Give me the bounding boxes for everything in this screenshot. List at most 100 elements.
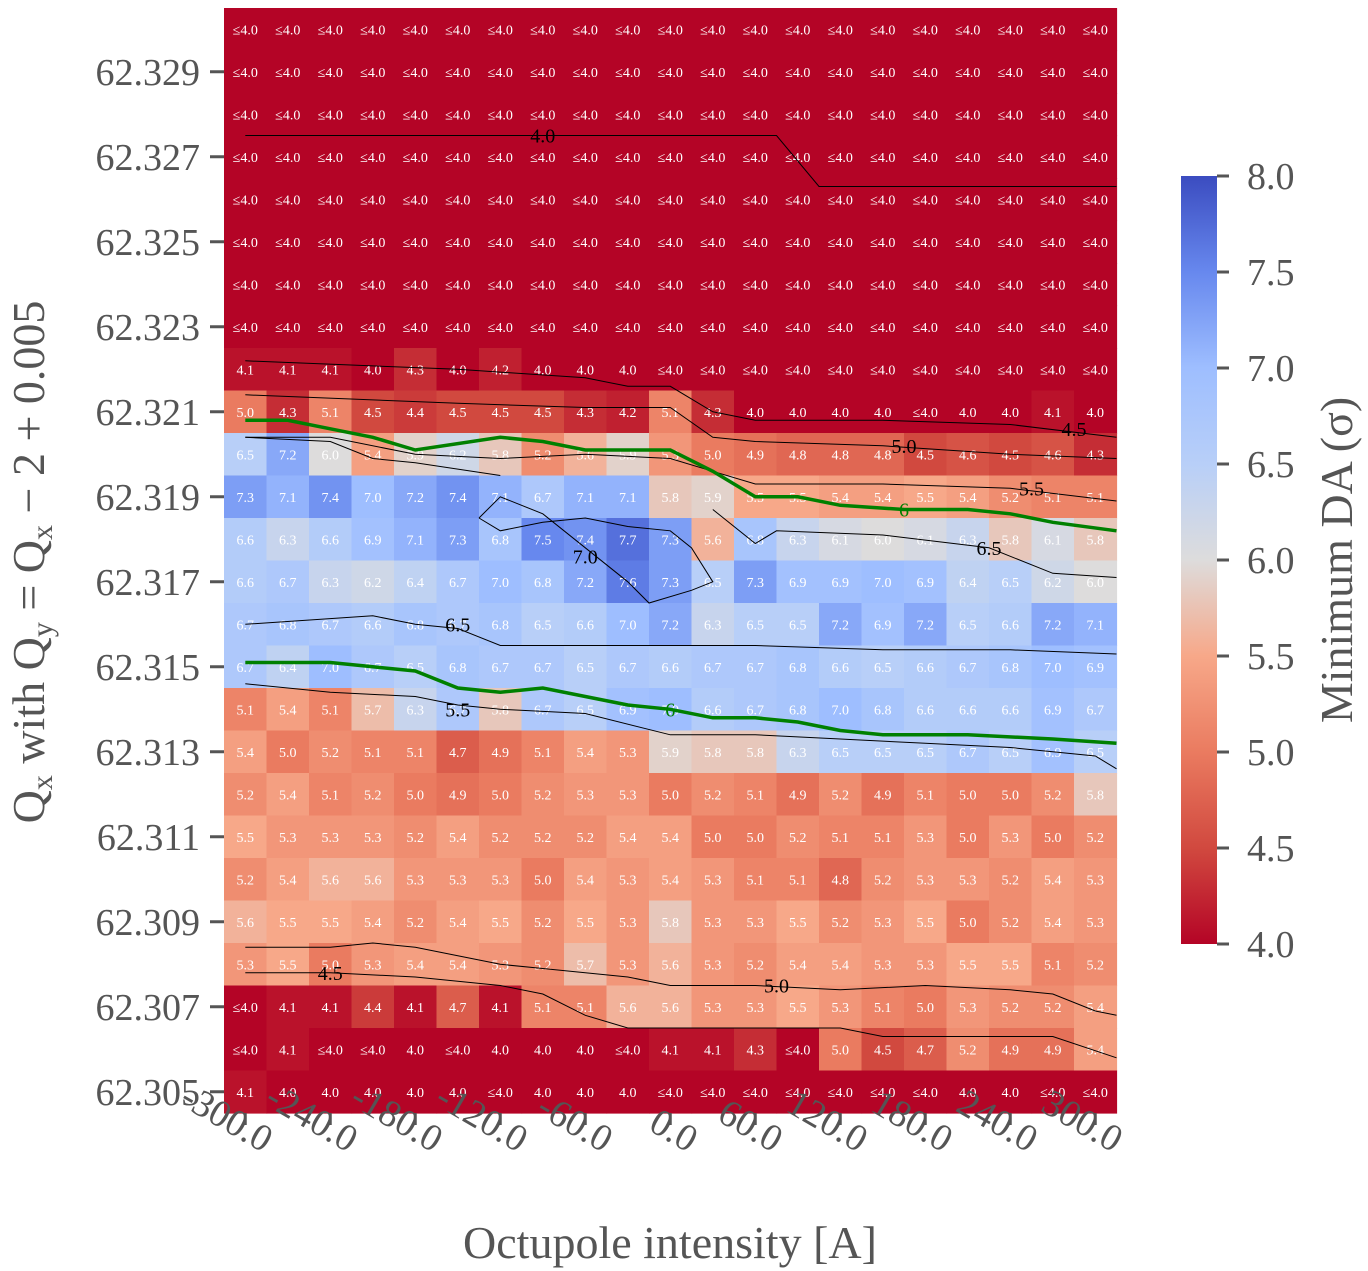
heatmap-cell-label: 6.9 [874, 618, 892, 633]
colorbar-tick-label: 4.5 [1247, 828, 1295, 870]
heatmap-cell-label: 4.0 [577, 363, 595, 378]
heatmap-cell [564, 475, 608, 519]
heatmap-cell [521, 390, 565, 434]
heatmap-cell [309, 50, 353, 94]
heatmap-cell [224, 8, 268, 52]
heatmap-cell [224, 1070, 268, 1114]
heatmap-cell [521, 560, 565, 604]
heatmap-cell-label: 5.5 [1002, 958, 1020, 973]
heatmap-cell-label: 7.1 [407, 533, 425, 548]
heatmap-cell [861, 1070, 905, 1114]
heatmap-cell-label: ≤4.0 [445, 193, 470, 208]
heatmap-cell-label: ≤4.0 [743, 193, 768, 208]
heatmap-cell [564, 518, 608, 562]
heatmap-cell-label: ≤4.0 [658, 23, 683, 38]
heatmap-cell-label: 7.0 [1044, 661, 1062, 676]
heatmap-cell-label: ≤4.0 [530, 23, 555, 38]
heatmap-cell-label: ≤4.0 [955, 363, 980, 378]
heatmap-cell-label: 4.0 [959, 406, 977, 421]
heatmap-cell-label: 5.4 [832, 958, 850, 973]
heatmap-cell-label: ≤4.0 [785, 1043, 810, 1058]
heatmap-cell [989, 93, 1033, 137]
heatmap-cell [564, 390, 608, 434]
heatmap-cell-label: 5.5 [789, 916, 807, 931]
heatmap-cell-label: ≤4.0 [233, 193, 258, 208]
heatmap-cell-label: ≤4.0 [913, 151, 938, 166]
heatmap-cell [564, 135, 608, 179]
heatmap-cell-label: 5.4 [279, 703, 297, 718]
heatmap-cell [224, 943, 268, 987]
heatmap-cell-label: ≤4.0 [1040, 236, 1065, 251]
heatmap-cell [861, 263, 905, 307]
heatmap-cell [946, 305, 990, 349]
heatmap-cell [691, 135, 735, 179]
heatmap-cell-label: ≤4.0 [828, 66, 853, 81]
heatmap-cell-label: 5.2 [237, 788, 255, 803]
heatmap-cell-label: 5.1 [874, 831, 892, 846]
heatmap-cell [394, 645, 438, 689]
heatmap-cell-label: 6.6 [322, 533, 340, 548]
heatmap-cell-label: 5.1 [322, 406, 340, 421]
heatmap-cell [1074, 985, 1118, 1029]
heatmap-cell [436, 305, 480, 349]
heatmap-cell [479, 348, 523, 392]
heatmap-cell-label: 5.2 [704, 788, 722, 803]
heatmap-cell [734, 178, 778, 222]
heatmap-cell [436, 390, 480, 434]
heatmap-cell [394, 815, 438, 859]
heatmap-cell-label: 5.5 [789, 1001, 807, 1016]
heatmap-cell-label: ≤4.0 [615, 108, 640, 123]
heatmap-cell [1074, 943, 1118, 987]
heatmap-cell [776, 390, 820, 434]
heatmap-cell-label: 6.8 [449, 661, 467, 676]
heatmap-cell-label: ≤4.0 [360, 278, 385, 293]
heatmap-cell [1074, 730, 1118, 774]
heatmap-cell-label: ≤4.0 [700, 1086, 725, 1101]
heatmap-cell-label: 5.1 [874, 1001, 892, 1016]
heatmap-cell [861, 645, 905, 689]
heatmap-cell [861, 518, 905, 562]
heatmap-cell [861, 985, 905, 1029]
heatmap-cell-label: 5.0 [959, 788, 977, 803]
heatmap-cell [351, 93, 395, 137]
contour-line [478, 496, 714, 604]
heatmap-cell-label: 6.9 [1087, 661, 1105, 676]
heatmap-cell [309, 943, 353, 987]
heatmap-cell-label: 5.8 [704, 746, 722, 761]
heatmap-cell [649, 135, 693, 179]
contour-line [245, 660, 1117, 746]
heatmap-cell [776, 943, 820, 987]
heatmap-cell [904, 433, 948, 477]
heatmap-cell-label: ≤4.0 [403, 321, 428, 336]
heatmap-cell-label: 7.3 [747, 576, 765, 591]
heatmap-cell [351, 943, 395, 987]
heatmap-cell [776, 135, 820, 179]
heatmap-cell-label: 6.5 [789, 618, 807, 633]
heatmap-cell [776, 645, 820, 689]
heatmap-cell-label: 4.5 [534, 406, 552, 421]
heatmap-cell [394, 475, 438, 519]
heatmap-cell [564, 50, 608, 94]
heatmap-cell [1074, 815, 1118, 859]
heatmap-cell-label: ≤4.0 [615, 278, 640, 293]
heatmap-cell [309, 135, 353, 179]
heatmap-cell-label: 5.2 [534, 788, 552, 803]
heatmap-cell-label: ≤4.0 [403, 151, 428, 166]
heatmap-cell [564, 560, 608, 604]
heatmap-cell-label: 5.2 [1002, 916, 1020, 931]
heatmap-cell-label: ≤4.0 [360, 321, 385, 336]
heatmap-cell-label: 5.0 [1044, 831, 1062, 846]
heatmap-cell-label: ≤4.0 [1040, 193, 1065, 208]
heatmap-cell-label: 4.0 [959, 1086, 977, 1101]
heatmap-cell [819, 135, 863, 179]
heatmap-cell-label: ≤4.0 [955, 278, 980, 293]
heatmap-cell-label: 7.4 [449, 491, 467, 506]
heatmap-cell [1031, 815, 1075, 859]
heatmap-cell-label: 6.3 [279, 533, 297, 548]
heatmap-cell-label: ≤4.0 [913, 363, 938, 378]
heatmap-cell-label: 5.5 [279, 958, 297, 973]
heatmap-cell-label: ≤4.0 [403, 108, 428, 123]
heatmap-cell-label: ≤4.0 [1040, 363, 1065, 378]
heatmap-cell [1031, 900, 1075, 944]
heatmap-cell [776, 50, 820, 94]
